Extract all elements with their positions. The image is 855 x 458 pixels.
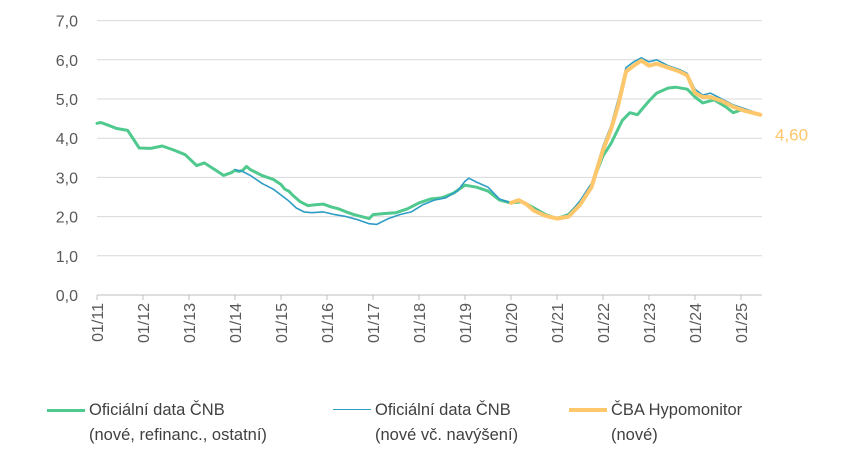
x-tick-label: 01/23 <box>642 303 659 343</box>
x-tick-label: 01/21 <box>550 303 567 343</box>
x-tick-label: 01/24 <box>688 303 705 343</box>
x-axis: 01/11 01/12 01/13 01/14 01/15 01/16 01/17 01/18… <box>90 294 762 343</box>
y-tick-label: 3,0 <box>56 170 78 187</box>
legend-label-line2: (nové, refinanc., ostatní) <box>89 426 267 444</box>
legend-swatch-cnb-incl-increase <box>333 409 371 410</box>
y-tick-label: 6,0 <box>56 53 78 70</box>
x-tick-label: 01/13 <box>182 303 199 343</box>
last-value-label: 4,60 <box>775 126 808 145</box>
legend-label-line1: Oficiální data ČNB <box>375 401 511 419</box>
legend-label-line1: Oficiální data ČNB <box>89 401 225 419</box>
x-tick-label: 01/19 <box>458 303 475 343</box>
legend-swatch-cnb-new-refinanc <box>47 409 85 412</box>
gridlines <box>97 20 762 257</box>
legend-label-line2: (nové) <box>611 426 658 444</box>
x-tick-label: 01/12 <box>136 303 153 343</box>
legend-swatch-cba-hypomonitor <box>569 408 607 412</box>
y-tick-label: 2,0 <box>56 210 78 227</box>
series-lines <box>95 57 763 226</box>
y-tick-label: 0,0 <box>56 288 78 305</box>
x-tick-label: 01/14 <box>228 303 245 343</box>
x-tick-label: 01/15 <box>274 303 291 343</box>
y-tick-label: 5,0 <box>56 92 78 109</box>
y-tick-label: 4,0 <box>56 131 78 148</box>
x-tick-label: 01/18 <box>412 303 429 343</box>
x-tick-label: 01/25 <box>734 303 751 343</box>
y-tick-label: 1,0 <box>56 249 78 266</box>
x-tick-label: 01/17 <box>366 303 383 343</box>
series-line-1 <box>95 85 762 221</box>
legend-label-line1: ČBA Hypomonitor <box>611 401 743 419</box>
series-line-3 <box>509 58 763 221</box>
x-tick-label: 01/20 <box>504 303 521 343</box>
x-tick-label: 01/11 <box>90 303 107 342</box>
y-axis-tick-labels: 0,0 1,0 2,0 3,0 4,0 5,0 6,0 7,0 <box>56 14 78 305</box>
legend-label-line2: (nové vč. navýšení) <box>375 426 519 444</box>
series-line-2 <box>234 57 758 226</box>
x-tick-label: 01/16 <box>320 303 337 343</box>
x-tick-label: 01/22 <box>596 303 613 343</box>
y-tick-label: 7,0 <box>56 14 78 31</box>
